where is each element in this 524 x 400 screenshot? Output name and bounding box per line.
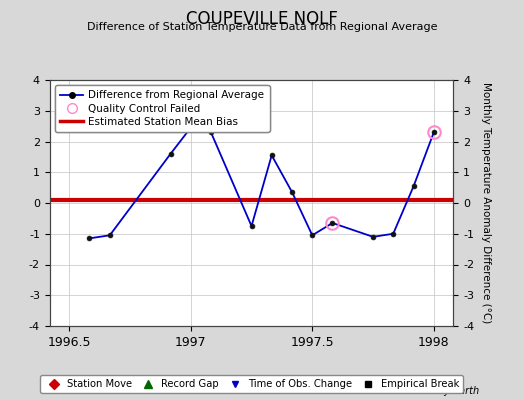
- Text: Berkeley Earth: Berkeley Earth: [407, 386, 479, 396]
- Text: Difference of Station Temperature Data from Regional Average: Difference of Station Temperature Data f…: [87, 22, 437, 32]
- Legend: Difference from Regional Average, Quality Control Failed, Estimated Station Mean: Difference from Regional Average, Qualit…: [55, 85, 269, 132]
- Text: COUPEVILLE NOLF: COUPEVILLE NOLF: [186, 10, 338, 28]
- Legend: Station Move, Record Gap, Time of Obs. Change, Empirical Break: Station Move, Record Gap, Time of Obs. C…: [40, 375, 463, 393]
- Y-axis label: Monthly Temperature Anomaly Difference (°C): Monthly Temperature Anomaly Difference (…: [481, 82, 491, 324]
